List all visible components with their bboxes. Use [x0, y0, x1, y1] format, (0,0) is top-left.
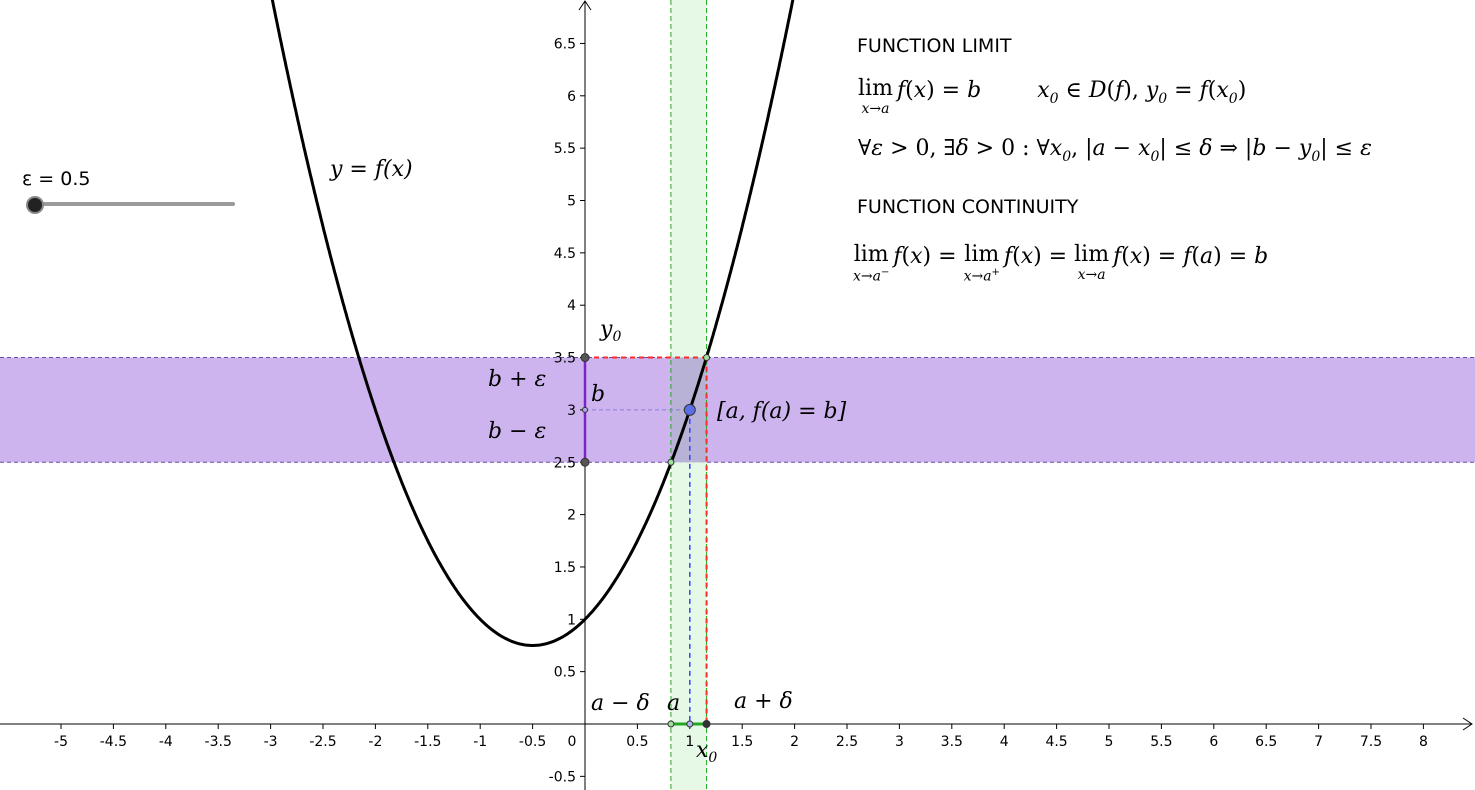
epsilon-slider-knob[interactable] — [26, 196, 44, 214]
points-layer — [580, 353, 711, 728]
y-tick-label: 4 — [567, 298, 576, 314]
y-tick-label: 2.5 — [554, 455, 576, 471]
x-tick-label: 8 — [1419, 734, 1428, 750]
math-labels-layer: y = f(x) y0 b + ε b b − ε [a, f(a) = b] a − δ a… — [329, 157, 847, 766]
epsilon-slider[interactable]: ε = 0.5 — [22, 168, 242, 218]
x-tick-label: 3.5 — [941, 734, 963, 750]
x-tick-label: -5 — [54, 734, 68, 750]
curve-label: y = f(x) — [329, 157, 413, 182]
curve-layer — [270, 0, 795, 647]
x-tick-label: -4 — [159, 734, 173, 750]
point-curve-upper — [703, 354, 711, 362]
x-tick-label: 6.5 — [1255, 734, 1277, 750]
x-tick-label: 6 — [1209, 734, 1218, 750]
x-tick-label: 0 — [568, 734, 577, 750]
label-x0: x0 — [696, 738, 717, 766]
label-b-plus-eps: b + ε — [488, 367, 546, 392]
point-a — [686, 720, 694, 728]
function-continuity-heading: FUNCTION CONTINUITY — [857, 196, 1079, 218]
x-tick-label: -0.5 — [519, 734, 546, 750]
x-tick-label: 2 — [790, 734, 799, 750]
epsilon-slider-label: ε = 0.5 — [22, 168, 91, 190]
x-tick-label: 7.5 — [1360, 734, 1382, 750]
y-tick-label: 1 — [567, 612, 576, 628]
y-tick-label: 0.5 — [554, 665, 576, 681]
label-point: [a, f(a) = b] — [717, 399, 847, 424]
x-tick-label: -2.5 — [309, 734, 336, 750]
x-tick-label: 4.5 — [1045, 734, 1067, 750]
y-tick-label: 2 — [567, 508, 576, 524]
x-axis-arrow — [1462, 717, 1473, 731]
limit-definition-formula: lim x→a f(x) = b x0 ∈ D(f), y0 = f(x0) — [858, 76, 1247, 117]
x-tick-label: 3 — [895, 734, 904, 750]
point-a-fa — [683, 403, 696, 416]
x-tick-label: -4.5 — [100, 734, 127, 750]
x-tick-label: -2 — [368, 734, 382, 750]
label-y0: y0 — [599, 317, 621, 345]
x-tick-label: -3 — [264, 734, 278, 750]
x-tick-label: 1.5 — [731, 734, 753, 750]
x-tick-label: 0.5 — [626, 734, 648, 750]
point-curve-lower — [667, 458, 675, 466]
function-curve — [270, 0, 795, 647]
label-a-plus-delta: a + δ — [734, 689, 793, 714]
y-tick-label: 6 — [567, 89, 576, 105]
x-tick-label: 1 — [685, 734, 694, 750]
label-b-minus-eps: b − ε — [488, 419, 546, 444]
continuity-formula: lim x→a− f(x) = lim x→a+ f(x) = lim x→a f(x) =… — [853, 242, 1269, 285]
x-tick-label: 5 — [1105, 734, 1114, 750]
x-tick-label: 2.5 — [836, 734, 858, 750]
point-b-minus-eps — [580, 457, 590, 467]
y-axis-arrow — [578, 0, 592, 11]
y-tick-label: 5 — [567, 194, 576, 210]
y-tick-label: 3.5 — [554, 351, 576, 367]
y-tick-label: -0.5 — [549, 769, 576, 785]
y-tick-label: 6.5 — [554, 36, 576, 52]
epsilon-band — [0, 357, 1475, 463]
y-tick-label: 1.5 — [554, 560, 576, 576]
x-tick-label: -1.5 — [414, 734, 441, 750]
x-tick-label: -3.5 — [205, 734, 232, 750]
label-a-minus-delta: a − δ — [591, 691, 650, 716]
point-a-minus-delta — [667, 720, 675, 728]
point-b — [582, 406, 588, 413]
point-x0 — [702, 720, 711, 728]
y-tick-label: 3 — [567, 403, 576, 419]
label-a: a — [667, 691, 680, 716]
point-y0 — [580, 353, 590, 363]
x-tick-label: -1 — [473, 734, 487, 750]
x-tick-label: 4 — [1000, 734, 1009, 750]
y-tick-label: 4.5 — [554, 246, 576, 262]
epsilon-slider-track[interactable] — [32, 202, 235, 206]
function-limit-heading: FUNCTION LIMIT — [857, 35, 1012, 57]
y-tick-label: 5.5 — [554, 141, 576, 157]
epsilon-delta-formula: ∀ε > 0, ∃δ > 0 : ∀x0, |a − x0| ≤ δ ⇒ |b … — [858, 136, 1372, 165]
label-b: b — [591, 382, 605, 407]
x-tick-label: 7 — [1314, 734, 1323, 750]
x-tick-label: 5.5 — [1150, 734, 1172, 750]
